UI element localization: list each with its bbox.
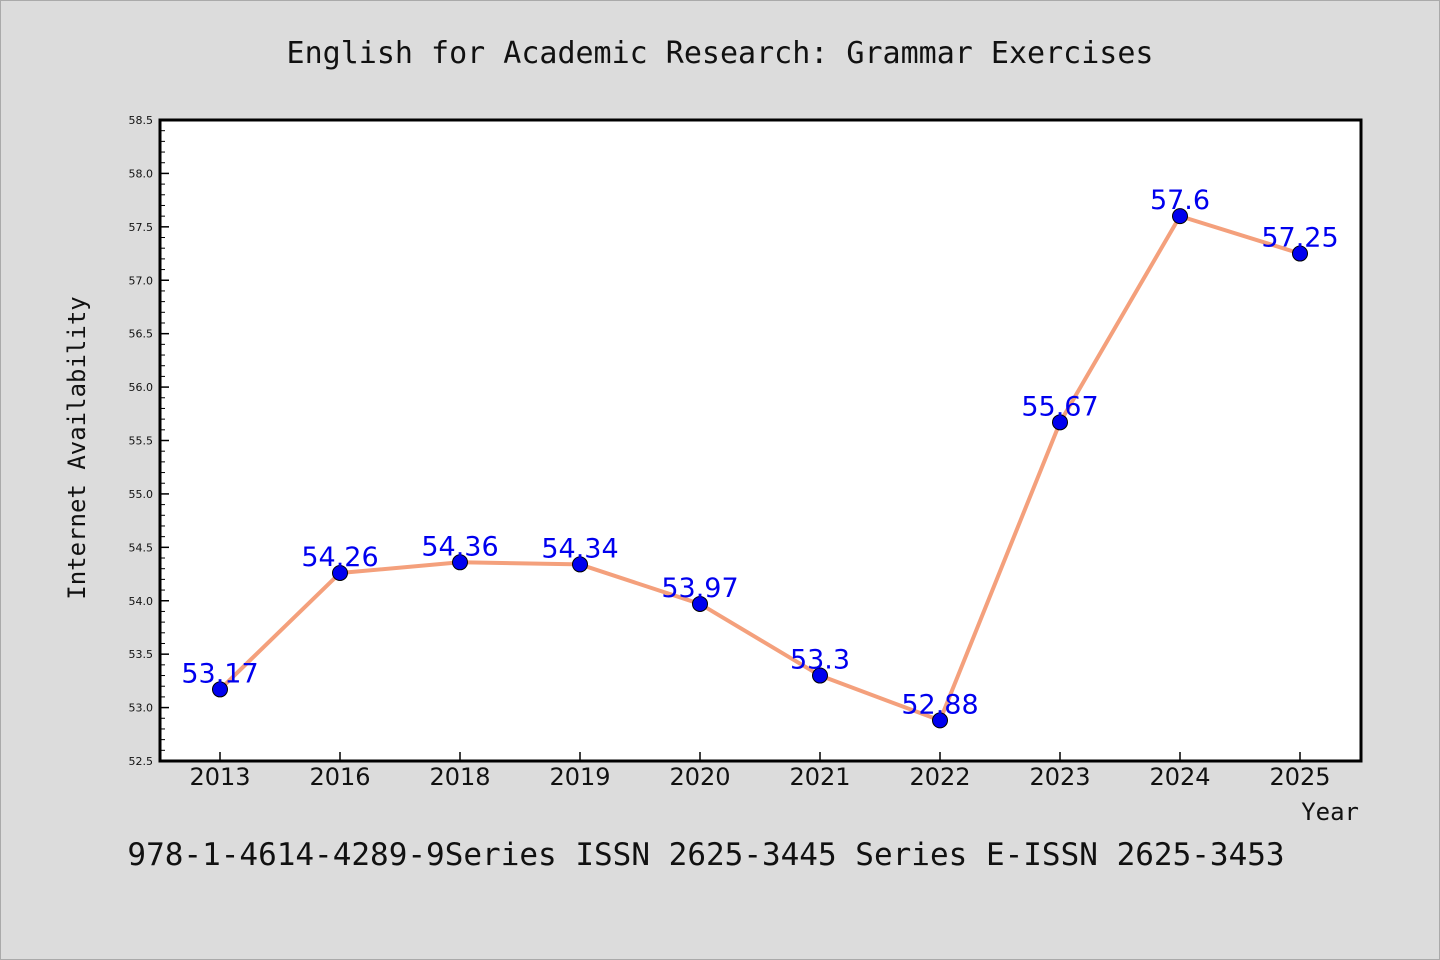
- chart-title: English for Academic Research: Grammar E…: [287, 36, 1154, 71]
- y-tick-label: 52.5: [129, 755, 154, 768]
- series-layer: 53.17 54.26 54.36 54.34 53.97 53.3 52.88 55.67 5…: [181, 185, 1339, 729]
- data-point: [332, 564, 348, 581]
- data-label: 54.26: [301, 542, 378, 573]
- data-label: 53.17: [181, 658, 258, 689]
- data-label: 54.34: [541, 533, 618, 564]
- x-tick-label: 2025: [1269, 763, 1330, 791]
- data-label: 53.3: [790, 645, 850, 676]
- x-tick-label: 2023: [1029, 763, 1090, 791]
- data-label: 57.6: [1150, 185, 1210, 216]
- y-tick-label: 55.5: [129, 435, 154, 448]
- isbn-caption: 978-1-4614-4289-9Series ISSN 2625-3445 S…: [127, 837, 1284, 873]
- y-tick-label: 54.5: [129, 541, 154, 554]
- x-tick-label: 2020: [669, 763, 730, 791]
- y-tick-label: 54.0: [129, 595, 154, 608]
- plot-area: [160, 120, 1361, 761]
- x-tick-label: 2018: [429, 763, 490, 791]
- x-axis-label: Year: [1301, 798, 1359, 826]
- y-tick-label: 53.5: [129, 648, 154, 661]
- data-point: [932, 712, 948, 729]
- y-axis-ticks: 52.5 53.0 53.5 54.0 54.5 55.0 55.5 56.0 56.5 57.0…: [129, 114, 169, 768]
- data-point: [572, 556, 588, 573]
- x-tick-label: 2021: [789, 763, 850, 791]
- data-point: [1172, 208, 1188, 225]
- data-label: 52.88: [901, 689, 978, 720]
- x-axis-ticks: 2013 2016 2018 2019 2020 2021 2022 2023 2024 2025: [189, 752, 1331, 791]
- data-label: 57.25: [1261, 223, 1338, 254]
- y-tick-label: 56.0: [129, 381, 154, 394]
- data-point: [1052, 414, 1068, 431]
- y-tick-label: 55.0: [129, 488, 154, 501]
- x-tick-label: 2016: [309, 763, 370, 791]
- x-tick-label: 2022: [909, 763, 970, 791]
- x-tick-label: 2013: [189, 763, 250, 791]
- data-label: 53.97: [661, 573, 738, 604]
- data-label: 54.36: [421, 531, 498, 562]
- y-tick-label: 56.5: [129, 328, 154, 341]
- data-point: [812, 667, 828, 684]
- y-axis-label: Internet Availability: [63, 296, 91, 599]
- series-line: [218, 214, 1302, 723]
- data-label: 55.67: [1021, 391, 1098, 422]
- y-tick-label: 57.0: [129, 274, 154, 287]
- data-point: [692, 595, 708, 612]
- x-tick-label: 2024: [1149, 763, 1210, 791]
- y-tick-label: 58.5: [129, 114, 154, 127]
- x-tick-label: 2019: [549, 763, 610, 791]
- data-point: [452, 554, 468, 571]
- y-tick-label: 53.0: [129, 702, 154, 715]
- y-tick-label: 58.0: [129, 167, 154, 180]
- plot-frame: [158, 118, 1363, 763]
- data-point: [212, 681, 228, 698]
- y-tick-label: 57.5: [129, 221, 154, 234]
- data-point: [1292, 245, 1308, 262]
